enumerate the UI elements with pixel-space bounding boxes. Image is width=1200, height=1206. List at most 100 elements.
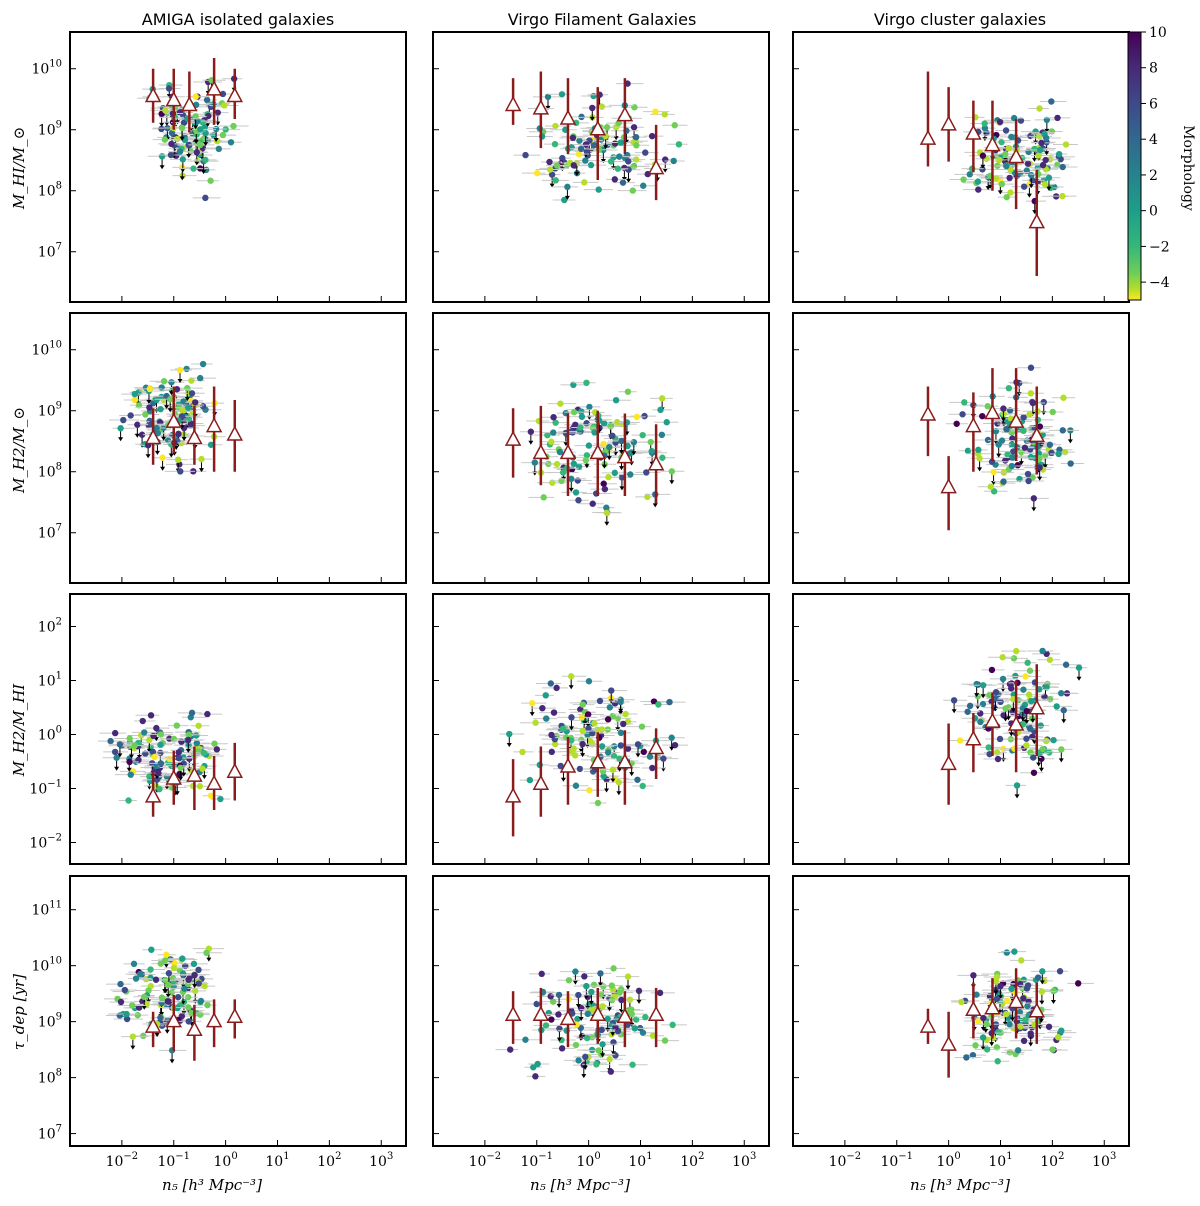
galaxy-point: [117, 998, 125, 1006]
galaxy-point: [183, 365, 190, 373]
galaxy-point: [569, 429, 576, 436]
median-marker: [616, 1007, 634, 1023]
y-tick-label: 1010: [31, 59, 62, 78]
galaxy-point: [997, 982, 1004, 990]
y-tick-label: 101: [38, 671, 62, 690]
galaxy-point: [1008, 441, 1016, 448]
galaxy-point: [1020, 427, 1027, 435]
galaxy-point: [998, 180, 1006, 188]
panel-frame: [792, 31, 1130, 303]
galaxy-point: [200, 749, 208, 757]
galaxy-point: [630, 124, 638, 131]
y-tick-label: 100: [38, 725, 62, 744]
galaxy-point: [976, 455, 983, 462]
galaxy-point: [1029, 399, 1037, 407]
galaxy-point: [542, 692, 549, 699]
galaxy-point: [648, 447, 655, 455]
galaxy-point: [1011, 948, 1018, 955]
galaxy-point: [527, 428, 535, 435]
galaxy-point: [559, 725, 567, 733]
galaxy-point: [983, 1020, 990, 1028]
colorbar-tick-label: 4: [1149, 132, 1158, 148]
median-marker: [647, 455, 665, 471]
x-tick-label: 102: [680, 1151, 704, 1170]
median-marker: [1007, 412, 1025, 428]
galaxy-point: [1048, 449, 1055, 457]
galaxy-point: [666, 698, 673, 706]
galaxy-point: [574, 477, 581, 484]
column-title-filament: Virgo Filament Galaxies: [508, 10, 697, 29]
galaxy-point: [979, 152, 987, 159]
galaxy-point: [990, 468, 997, 476]
y-tick-label: 1011: [31, 900, 62, 919]
panel-4-2: 10−2 10−1 100 101 102 103: [432, 875, 770, 1170]
galaxy-point: [1046, 656, 1054, 663]
galaxy-point: [547, 993, 554, 1000]
colorbar-tick-label: 6: [1149, 96, 1158, 112]
galaxy-point: [1035, 152, 1042, 159]
median-marker: [589, 1005, 607, 1022]
galaxy-point: [197, 374, 204, 382]
galaxy-point: [199, 360, 207, 368]
galaxy-point: [1027, 749, 1034, 756]
galaxy-point: [138, 431, 146, 438]
galaxy-point: [990, 488, 998, 495]
panel-3-1: 10−2 10−1 100 101 102: [29, 593, 407, 865]
galaxy-point: [558, 91, 566, 98]
galaxy-point: [1049, 408, 1056, 416]
galaxy-point: [1003, 162, 1010, 170]
galaxy-point: [974, 178, 982, 185]
median-marker: [532, 774, 550, 790]
galaxy-point: [157, 731, 165, 738]
galaxy-point: [616, 989, 623, 996]
galaxy-point: [531, 459, 539, 466]
y-ticks: 107 108 109 1010: [31, 340, 76, 542]
galaxy-point: [669, 1021, 676, 1029]
galaxy-point: [526, 776, 534, 784]
galaxy-point: [167, 151, 175, 159]
galaxy-point: [519, 748, 526, 756]
median-marker: [504, 1005, 522, 1022]
galaxy-point: [1057, 155, 1064, 163]
galaxy-point: [131, 742, 138, 749]
galaxy-point: [576, 137, 583, 144]
median-marker: [984, 403, 1001, 420]
galaxy-point: [1028, 697, 1035, 705]
galaxy-point: [1036, 105, 1043, 112]
x-tick-label: 101: [265, 1151, 289, 1170]
galaxy-point: [601, 485, 609, 493]
galaxy-point: [642, 1014, 649, 1021]
median-marker: [616, 753, 634, 769]
galaxy-point: [131, 396, 139, 404]
galaxy-point: [553, 460, 561, 468]
galaxy-point: [570, 745, 577, 752]
galaxy-point: [584, 711, 592, 718]
galaxy-point: [192, 113, 199, 120]
galaxy-point: [555, 991, 563, 999]
galaxy-point: [1014, 1047, 1022, 1054]
galaxy-point: [522, 151, 529, 159]
galaxy-point: [203, 96, 211, 104]
median-marker: [144, 86, 162, 103]
galaxy-point: [600, 480, 607, 487]
galaxy-point: [184, 384, 191, 392]
galaxy-point: [652, 108, 659, 115]
panel-frame: [69, 593, 407, 865]
galaxy-point: [981, 124, 989, 132]
galaxy-point: [657, 406, 664, 414]
x-ticks: 10−2 10−1 100 101 102 103: [469, 1140, 756, 1170]
galaxy-point: [171, 959, 178, 967]
galaxy-point: [1027, 390, 1035, 397]
galaxy-point: [1025, 691, 1033, 698]
galaxy-point: [165, 970, 173, 977]
galaxy-point: [180, 398, 187, 405]
galaxy-point: [179, 970, 187, 977]
galaxy-point: [556, 448, 564, 456]
galaxy-point: [615, 119, 622, 127]
galaxy-point: [595, 186, 602, 193]
y-tick-label: 107: [38, 242, 62, 261]
galaxy-point: [552, 740, 559, 748]
x-tick-label: 10−1: [157, 1151, 190, 1170]
galaxy-point: [227, 139, 235, 146]
galaxy-point: [185, 1018, 192, 1025]
